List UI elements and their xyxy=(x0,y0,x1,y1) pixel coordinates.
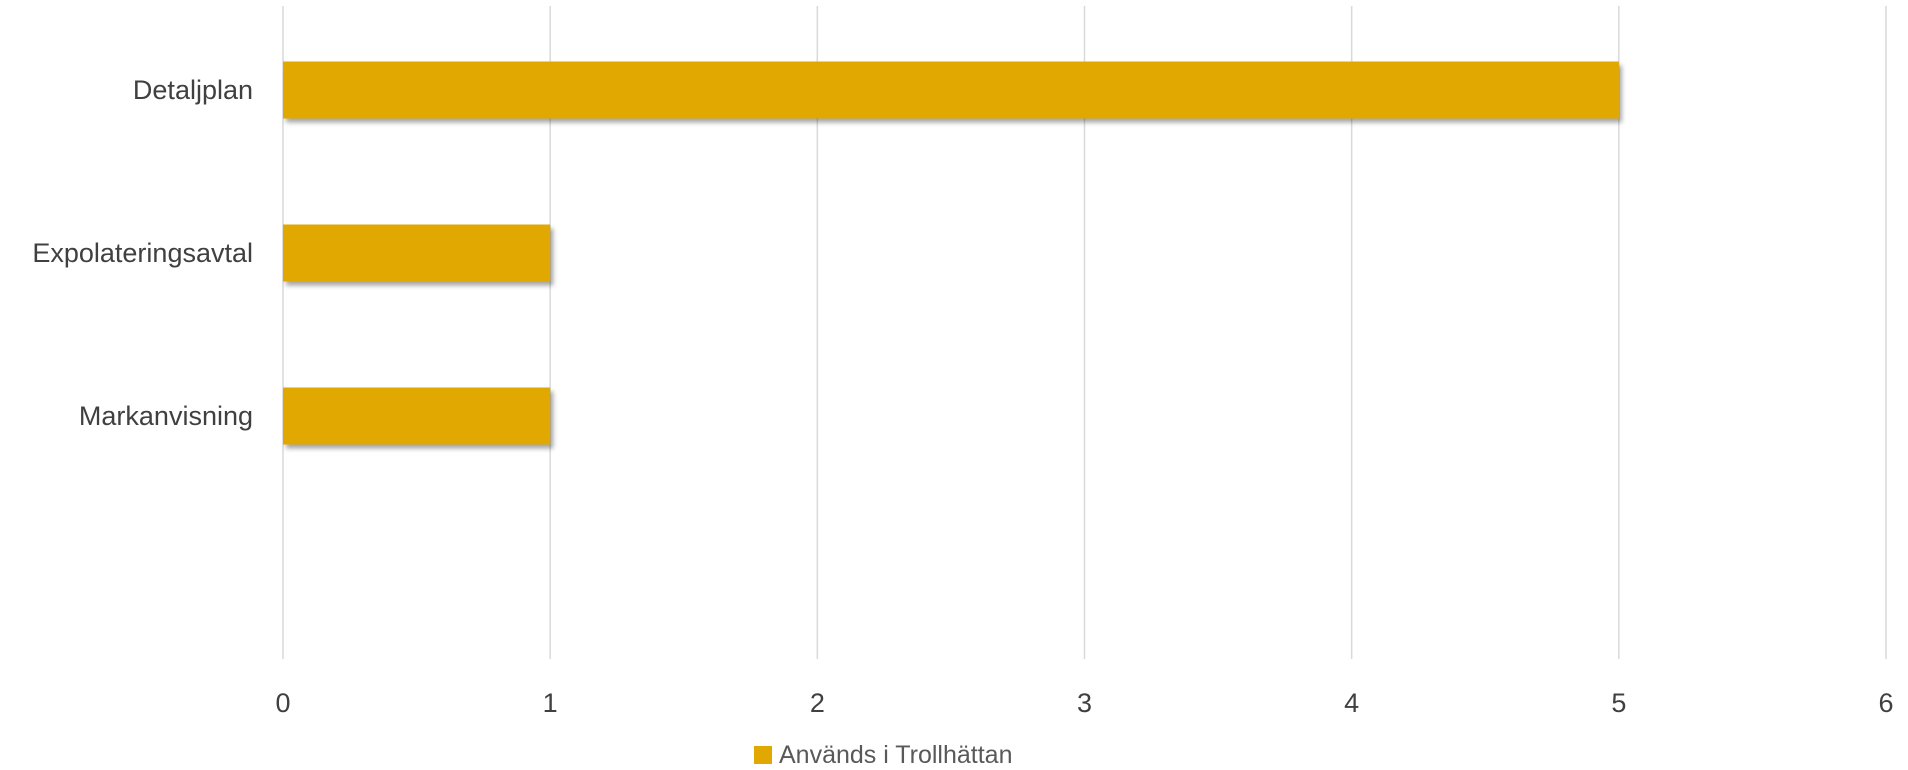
x-tick-label-5: 5 xyxy=(1611,688,1626,718)
x-tick-label-3: 3 xyxy=(1077,688,1092,718)
category-label-expolateringsavtal: Expolateringsavtal xyxy=(32,238,253,268)
category-label-markanvisning: Markanvisning xyxy=(79,401,253,431)
category-labels: Detaljplan Expolateringsavtal Markanvisnin… xyxy=(32,75,253,431)
legend-swatch xyxy=(754,746,772,764)
x-tick-label-4: 4 xyxy=(1344,688,1359,718)
bar-expolateringsavtal xyxy=(283,224,551,282)
x-tick-label-0: 0 xyxy=(275,688,290,718)
bar-detaljplan xyxy=(283,61,1619,119)
legend-label: Används i Trollhättan xyxy=(779,741,1012,769)
x-tick-label-2: 2 xyxy=(810,688,825,718)
legend: Används i Trollhättan xyxy=(754,741,1012,769)
x-tick-labels: 0 1 2 3 4 5 6 xyxy=(275,688,1893,718)
category-label-detaljplan: Detaljplan xyxy=(133,75,253,105)
x-tick-label-1: 1 xyxy=(543,688,558,718)
x-tick-label-6: 6 xyxy=(1878,688,1893,718)
bars xyxy=(283,61,1619,445)
bar-markanvisning xyxy=(283,387,551,445)
